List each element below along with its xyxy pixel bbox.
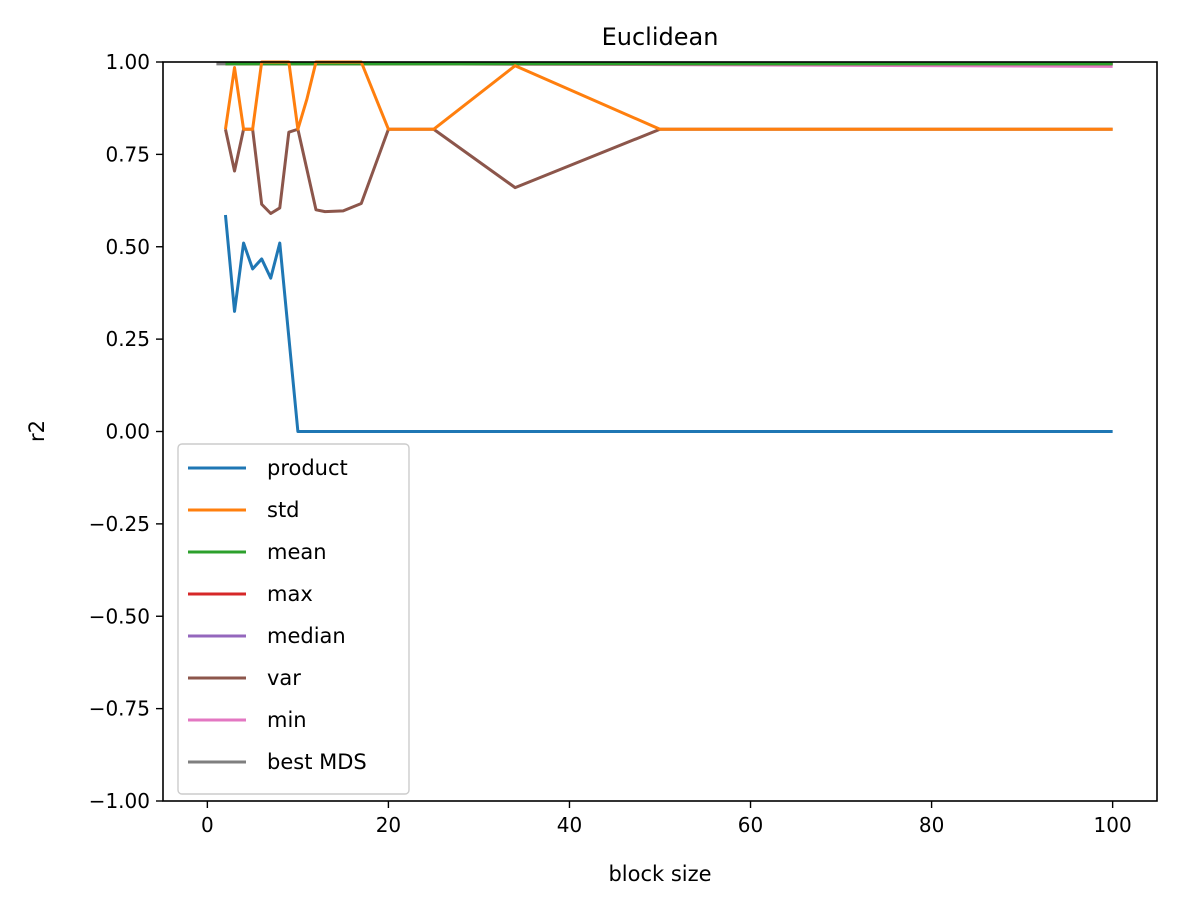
x-tick-label: 80 (919, 813, 944, 837)
x-tick-label: 100 (1094, 813, 1132, 837)
legend-label-max: max (267, 582, 313, 606)
y-tick-label: 0.25 (105, 327, 150, 351)
chart-title: Euclidean (602, 23, 719, 51)
x-tick-label: 20 (376, 813, 401, 837)
series-line-product (223, 214, 1113, 433)
series-line-std (223, 60, 1113, 131)
legend-label-min: min (267, 708, 307, 732)
legend-label-best-mds: best MDS (267, 750, 367, 774)
y-tick-label: −0.75 (89, 697, 150, 721)
x-axis: 0 20 40 60 80 100 (201, 801, 1132, 837)
y-tick-label: −0.25 (89, 512, 150, 536)
y-tick-label: 1.00 (105, 50, 150, 74)
x-tick-label: 60 (738, 813, 763, 837)
legend-label-product: product (267, 456, 348, 480)
legend-label-var: var (267, 666, 301, 690)
x-tick-label: 40 (557, 813, 582, 837)
legend-box (177, 443, 410, 795)
x-tick-label: 0 (201, 813, 214, 837)
x-axis-label: block size (608, 862, 711, 886)
y-tick-label: −0.50 (89, 604, 150, 628)
legend-label-std: std (267, 498, 300, 522)
y-axis: −1.00 −0.75 −0.50 −0.25 0.00 0.25 0.50 0.75 1.00 (89, 50, 163, 813)
y-tick-label: 0.75 (105, 142, 150, 166)
plot-series (216, 60, 1113, 433)
y-axis-label: r2 (25, 420, 49, 442)
y-tick-label: 0.50 (105, 235, 150, 259)
y-tick-label: 0.00 (105, 420, 150, 444)
y-tick-label: −1.00 (89, 789, 150, 813)
legend-label-mean: mean (267, 540, 327, 564)
legend: product std mean max median var min best MDS (177, 443, 410, 795)
legend-label-median: median (267, 624, 346, 648)
